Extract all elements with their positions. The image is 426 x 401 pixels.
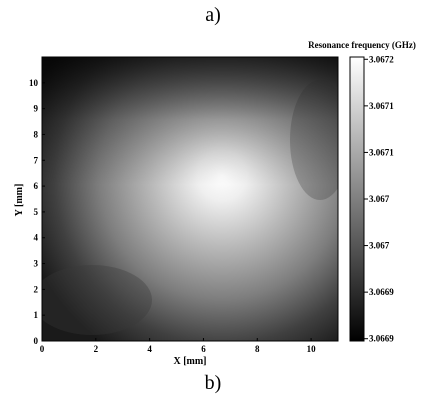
x-axis-title: X [mm] xyxy=(173,356,206,367)
colorbar-tick-label: 3.067 xyxy=(369,241,390,251)
y-tick-label: 10 xyxy=(29,78,39,88)
y-tick-label: 0 xyxy=(34,336,39,346)
y-tick-label: 8 xyxy=(34,129,39,139)
colorbar-tick-label: 3.0671 xyxy=(369,147,394,157)
heatmap-dark-patch xyxy=(42,265,152,335)
colorbar-tick-label: 3.0669 xyxy=(369,334,394,344)
y-tick-label: 2 xyxy=(34,284,39,294)
y-axis: 0 1 2 3 4 5 6 7 8 9 10 xyxy=(29,78,45,346)
y-tick-label: 4 xyxy=(34,233,39,243)
colorbar-tick-label: 3.067 xyxy=(369,194,390,204)
y-tick-label: 6 xyxy=(34,181,39,191)
x-tick-label: 6 xyxy=(201,344,206,354)
y-tick-label: 3 xyxy=(34,259,39,269)
colorbar-tick-label: 3.0671 xyxy=(369,101,394,111)
colorbar-tick-label: 3.0672 xyxy=(369,54,394,64)
y-tick-label: 1 xyxy=(34,310,39,320)
colorbar-ticks: 3.0672 3.0671 3.0671 3.067 3.067 3.0669 3.0669 xyxy=(364,54,394,344)
y-tick-label: 5 xyxy=(34,207,39,217)
heatmap-area xyxy=(42,57,338,341)
colorbar xyxy=(349,56,365,342)
y-axis-title: Y [mm] xyxy=(14,184,25,217)
colorbar-title: Resonance frequency (GHz) xyxy=(308,40,416,50)
x-tick-label: 4 xyxy=(147,344,152,354)
y-tick-label: 7 xyxy=(34,155,39,165)
plot-frame xyxy=(41,56,339,342)
y-tick-label: 9 xyxy=(34,104,39,114)
panel-label-b: b) xyxy=(204,372,222,394)
x-tick-label: 0 xyxy=(40,344,45,354)
colorbar-tick-label: 3.0669 xyxy=(369,287,394,297)
x-tick-label: 2 xyxy=(94,344,99,354)
x-axis: 0 2 4 6 8 10 xyxy=(40,338,316,354)
x-tick-label: 10 xyxy=(307,344,317,354)
panel-label-a: a) xyxy=(205,4,221,26)
heatmap-dark-patch xyxy=(290,80,338,200)
heatmap-top-shadow xyxy=(42,57,338,341)
x-tick-label: 8 xyxy=(255,344,260,354)
